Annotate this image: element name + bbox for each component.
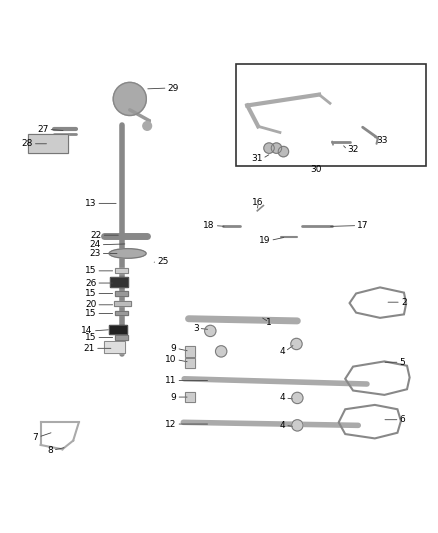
Text: 15: 15 [85, 333, 96, 342]
Text: 2: 2 [401, 298, 406, 306]
Bar [115, 311, 127, 315]
Text: 9: 9 [170, 344, 177, 353]
Text: 4: 4 [279, 393, 285, 402]
Text: 28: 28 [21, 139, 33, 148]
Circle shape [215, 346, 227, 357]
Text: 11: 11 [165, 376, 177, 385]
Text: 5: 5 [399, 358, 405, 367]
Bar [185, 346, 195, 357]
Text: 13: 13 [85, 199, 96, 208]
Text: 25: 25 [157, 257, 169, 266]
Bar [185, 358, 195, 368]
Bar [185, 392, 195, 402]
Text: 19: 19 [259, 236, 270, 245]
Bar [115, 335, 127, 340]
Text: 1: 1 [266, 318, 272, 327]
Text: 23: 23 [89, 249, 101, 258]
Bar [110, 277, 127, 287]
Text: 8: 8 [47, 446, 53, 455]
Bar [28, 134, 67, 154]
Text: 7: 7 [33, 433, 39, 442]
Text: 4: 4 [279, 421, 285, 430]
Circle shape [264, 143, 274, 154]
Bar [185, 358, 195, 368]
Bar [115, 292, 127, 296]
Text: 24: 24 [89, 240, 101, 249]
Bar [115, 311, 127, 315]
Text: 9: 9 [170, 393, 177, 401]
Bar [114, 301, 131, 305]
Bar [114, 301, 131, 305]
Text: 15: 15 [85, 266, 96, 276]
Bar [28, 134, 67, 154]
Bar [185, 346, 195, 357]
Circle shape [291, 338, 302, 350]
Text: 20: 20 [85, 300, 96, 309]
Bar [109, 325, 127, 334]
Text: 16: 16 [252, 198, 264, 207]
Circle shape [292, 392, 303, 403]
Text: 18: 18 [203, 221, 215, 230]
Text: 31: 31 [251, 154, 262, 163]
Bar [115, 268, 127, 273]
Circle shape [143, 122, 152, 130]
Text: 12: 12 [165, 419, 177, 429]
Ellipse shape [109, 249, 146, 258]
Text: 33: 33 [377, 136, 388, 145]
Circle shape [113, 83, 146, 116]
Text: 4: 4 [279, 347, 285, 356]
Bar [109, 325, 127, 334]
Text: 26: 26 [85, 279, 96, 287]
Circle shape [278, 147, 289, 157]
Bar [115, 292, 127, 296]
Text: 29: 29 [168, 84, 179, 93]
Bar [104, 341, 125, 353]
Bar [110, 277, 127, 287]
Bar [236, 64, 426, 166]
Text: 32: 32 [347, 146, 359, 155]
Text: 17: 17 [357, 221, 369, 230]
Text: 15: 15 [85, 289, 96, 298]
Text: 22: 22 [90, 231, 102, 240]
Text: 27: 27 [37, 125, 48, 134]
Circle shape [205, 325, 216, 336]
Bar [104, 341, 125, 353]
Text: 10: 10 [165, 355, 177, 364]
Circle shape [271, 143, 282, 154]
Text: 6: 6 [399, 415, 405, 424]
Text: 30: 30 [310, 165, 321, 174]
Text: 15: 15 [85, 309, 96, 318]
Text: 21: 21 [84, 344, 95, 353]
Bar [115, 268, 127, 273]
Bar [185, 392, 195, 402]
Text: 3: 3 [193, 324, 198, 333]
Bar [115, 335, 127, 340]
Text: 14: 14 [81, 326, 93, 335]
Circle shape [292, 419, 303, 431]
